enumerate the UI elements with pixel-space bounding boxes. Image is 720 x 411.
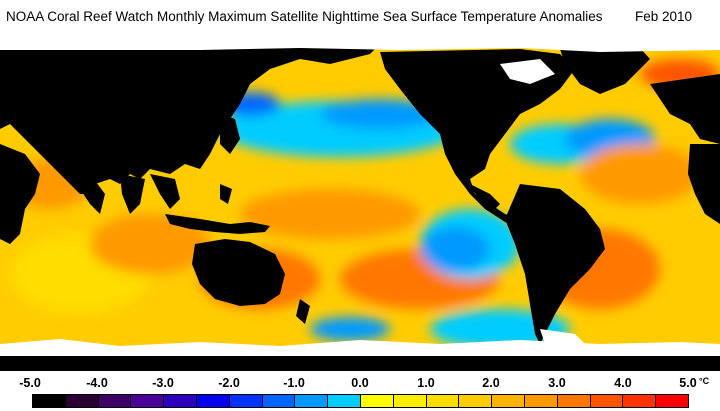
sea-ice [0,44,720,356]
tick-label: -3.0 [152,376,174,390]
colorbar-segment [295,395,329,407]
title-date: Feb 2010 [634,9,692,24]
indochina [150,174,180,209]
tick-label: 1.0 [417,376,435,390]
tick-label: -5.0 [19,376,41,390]
africa-west [688,144,720,224]
colorbar-segment [360,395,394,407]
tick-label: 0.0 [351,376,369,390]
colorbar-segment [656,395,688,407]
colorbar-segment [65,395,99,407]
colorbar-segment [229,395,263,407]
colorbar-segment [557,395,591,407]
colorbar-segment [492,395,525,407]
india [120,174,145,214]
central-america [470,184,500,209]
europe [650,74,720,144]
tick-label: 2.0 [482,376,500,390]
map-title: NOAA Coral Reef Watch Monthly Maximum Sa… [0,0,720,34]
tick-label: -4.0 [86,376,108,390]
colorbar-segment [426,395,460,407]
colorbar-segment [459,395,493,407]
tick-label: 4.0 [614,376,632,390]
colorbar-segment [393,395,427,407]
colorbar-segment [164,395,197,407]
australia [192,239,285,306]
colorbar-segment [328,395,361,407]
philippines [220,184,232,204]
new-zealand [296,299,310,324]
eurasia [0,44,380,194]
japan [220,114,240,154]
south-america [505,184,605,344]
colorbar-segment [196,395,230,407]
arabia [60,164,105,214]
landmasses [0,44,720,371]
colorbar-segment [131,395,165,407]
colorbar-segment [590,395,624,407]
title-text: NOAA Coral Reef Watch Monthly Maximum Sa… [6,9,603,24]
colorbar-segment [33,395,66,407]
tick-label: -2.0 [218,376,240,390]
greenland [560,48,650,94]
sst-anomaly-map [0,44,720,371]
colorbar [32,394,689,408]
africa-east [0,144,40,244]
tick-label: -1.0 [283,376,305,390]
tick-label: 5.0 [679,376,697,390]
colorbar-segment [524,395,558,407]
tick-label: 3.0 [548,376,566,390]
unit-label: °C [699,376,710,386]
colorbar-segment [98,395,132,407]
north-america [380,49,575,229]
colorbar-segment [262,395,296,407]
indonesia [165,214,270,234]
antarctica [0,354,720,371]
colorbar-labels: -5.0 -4.0 -3.0 -2.0 -1.0 0.0 1.0 2.0 3.0… [0,376,720,394]
colorbar-segment [623,395,657,407]
world-map [0,44,720,371]
